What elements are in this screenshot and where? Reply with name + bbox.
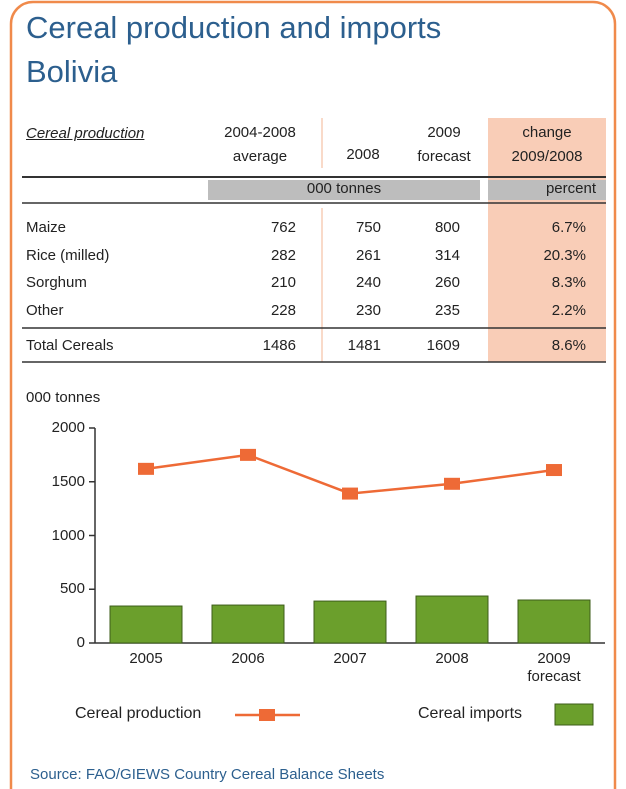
row-label: Sorghum <box>26 274 87 292</box>
legend-marker <box>259 709 275 721</box>
legend-swatch <box>554 703 594 726</box>
unit-label: percent <box>545 180 596 197</box>
marker <box>444 477 460 490</box>
marker <box>546 464 562 477</box>
total-cell: 1609 <box>426 337 460 354</box>
row-cell: 228 <box>270 302 296 320</box>
y-tick-label: 500 <box>59 580 85 598</box>
highlight-column <box>488 118 606 362</box>
marker <box>342 487 358 500</box>
x-tick-label: 2005 <box>129 650 163 667</box>
column-header: 2009 forecast <box>417 124 471 165</box>
x-tick-label: 2008 <box>435 650 469 667</box>
y-tick-label: 2000 <box>51 419 85 436</box>
row-cell: 2.2% <box>551 302 586 320</box>
bar <box>211 604 285 644</box>
row-cell: 762 <box>270 219 296 236</box>
column-header: Cereal production <box>26 125 145 142</box>
total-label: Total Cereals <box>26 337 114 354</box>
total-cell: 1481 <box>347 337 381 354</box>
x-tick-label: 2007 <box>333 650 367 667</box>
row-cell: 240 <box>355 274 381 292</box>
marker <box>240 448 256 461</box>
unit-band <box>208 180 480 200</box>
total-cell: 8.6% <box>551 337 586 354</box>
row-label: Other <box>26 302 64 320</box>
bar <box>313 600 387 644</box>
bar <box>517 599 591 644</box>
y-axis-label: 000 tonnes <box>26 389 101 406</box>
row-cell: 260 <box>434 274 460 292</box>
source: Source: FAO/GIEWS Country Cereal Balance… <box>30 766 385 783</box>
row-cell: 210 <box>270 274 296 292</box>
y-tick-label: 1000 <box>51 526 85 544</box>
column-header: 2008 <box>346 146 380 163</box>
bar <box>415 595 489 644</box>
unit-label: 000 tonnes <box>306 180 382 197</box>
unit-band <box>488 180 606 200</box>
bar <box>109 605 183 644</box>
row-cell: 800 <box>434 219 460 236</box>
row-label: Maize <box>26 219 67 236</box>
row-cell: 282 <box>270 246 296 264</box>
row-cell: 750 <box>355 219 381 236</box>
row-cell: 8.3% <box>551 274 586 292</box>
column-header: change 2009/2008 <box>511 124 583 165</box>
column-header: 2004-2008 average <box>224 124 296 165</box>
row-cell: 235 <box>434 302 460 320</box>
row-cell: 314 <box>434 246 460 264</box>
row-label: Rice (milled) <box>26 246 110 264</box>
legend-label: Cereal imports <box>418 705 523 722</box>
row-cell: 20.3% <box>543 246 586 264</box>
total-cell: 1486 <box>262 337 296 354</box>
title: Cereal production and imports <box>26 10 442 45</box>
row-cell: 261 <box>355 246 381 264</box>
subtitle: Bolivia <box>26 54 118 89</box>
row-cell: 6.7% <box>551 219 586 236</box>
x-tick-label: 2006 <box>231 650 265 667</box>
x-tick-label: 2009 forecast <box>527 650 581 685</box>
y-tick-label: 1500 <box>51 472 85 490</box>
legend-label: Cereal production <box>75 705 202 722</box>
row-cell: 230 <box>355 302 381 320</box>
y-tick-label: 0 <box>76 634 85 651</box>
marker <box>138 462 154 475</box>
